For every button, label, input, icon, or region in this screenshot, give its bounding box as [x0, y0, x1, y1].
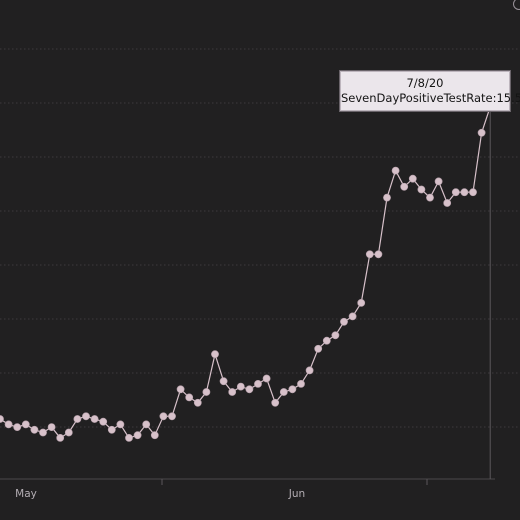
data-point[interactable]	[400, 182, 409, 191]
data-point[interactable]	[426, 193, 434, 202]
data-point[interactable]	[374, 250, 383, 259]
x-tick-label-jun: Jun	[288, 488, 305, 500]
data-point[interactable]	[391, 166, 400, 175]
series-positive-rate	[0, 103, 495, 442]
data-point[interactable]	[245, 385, 254, 394]
tooltip-date: 7/8/20	[406, 76, 444, 90]
data-point[interactable]	[82, 412, 90, 421]
data-point[interactable]	[271, 398, 280, 407]
data-point[interactable]	[73, 415, 82, 423]
data-point[interactable]	[331, 331, 340, 340]
data-point[interactable]	[348, 312, 357, 321]
data-point[interactable]	[451, 188, 460, 197]
data-point[interactable]	[443, 199, 452, 207]
data-point[interactable]	[176, 385, 185, 394]
data-point[interactable]	[254, 379, 262, 388]
tooltip: 7/8/20 SevenDayPositiveTestRate:15.56%	[340, 71, 520, 111]
data-point[interactable]	[159, 412, 168, 421]
data-point[interactable]	[469, 188, 477, 197]
series-line	[0, 106, 491, 439]
data-point[interactable]	[477, 128, 486, 137]
data-point[interactable]	[185, 393, 194, 402]
data-point[interactable]	[279, 388, 288, 396]
data-point[interactable]	[56, 433, 65, 442]
data-point[interactable]	[133, 431, 142, 440]
data-point[interactable]	[434, 177, 443, 186]
data-point[interactable]	[47, 423, 56, 431]
data-point[interactable]	[142, 420, 151, 429]
tooltip-value: SevenDayPositiveTestRate:15.56%	[341, 91, 520, 105]
data-point[interactable]	[21, 420, 30, 429]
data-point[interactable]	[150, 431, 159, 440]
data-point[interactable]	[125, 433, 133, 442]
data-point[interactable]	[39, 428, 47, 437]
data-point[interactable]	[288, 385, 297, 394]
data-point[interactable]	[365, 250, 374, 259]
data-point[interactable]	[262, 374, 271, 383]
data-point[interactable]	[0, 415, 4, 423]
data-point[interactable]	[168, 412, 176, 421]
data-point[interactable]	[30, 425, 39, 434]
data-point[interactable]	[340, 317, 348, 326]
data-point[interactable]	[90, 415, 99, 423]
data-point[interactable]	[107, 425, 116, 434]
data-point[interactable]	[357, 298, 366, 307]
data-point[interactable]	[305, 366, 314, 375]
data-point[interactable]	[4, 420, 13, 429]
data-point[interactable]	[322, 336, 331, 345]
data-point[interactable]	[383, 193, 391, 202]
data-point[interactable]	[202, 388, 211, 396]
data-point[interactable]	[236, 382, 245, 391]
data-point[interactable]	[460, 188, 469, 197]
data-point[interactable]	[211, 350, 219, 359]
x-ticks	[161, 106, 491, 485]
data-point[interactable]	[116, 420, 125, 429]
data-point[interactable]	[99, 417, 108, 426]
data-point[interactable]	[314, 344, 323, 353]
data-point[interactable]	[193, 398, 202, 407]
data-point[interactable]	[13, 423, 22, 431]
data-point[interactable]	[417, 185, 426, 194]
data-point[interactable]	[64, 428, 73, 437]
data-point[interactable]	[219, 377, 228, 386]
x-tick-label-may: May	[15, 488, 37, 500]
data-point[interactable]	[228, 388, 237, 396]
data-point[interactable]	[408, 174, 417, 183]
data-point[interactable]	[297, 379, 305, 388]
info-icon[interactable]	[513, 0, 520, 10]
